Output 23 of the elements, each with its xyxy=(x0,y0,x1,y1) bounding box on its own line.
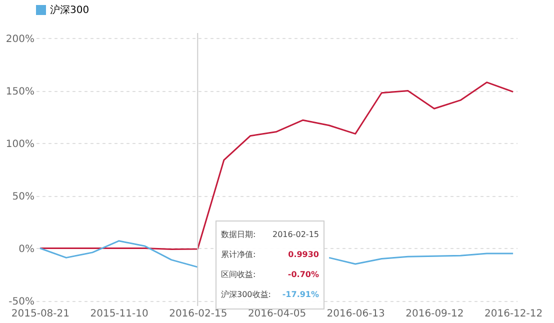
annotation: -17.91% xyxy=(282,290,319,299)
annotation: 数据日期: xyxy=(221,230,256,239)
x-tick-label: 2016-04-05 xyxy=(248,308,306,320)
line-series xyxy=(39,82,514,250)
x-tick-label: 2015-08-21 xyxy=(11,308,70,320)
x-tick-label: 2015-11-10 xyxy=(90,308,148,320)
y-tick-label: 50% xyxy=(12,191,34,202)
annotation: 0.9930 xyxy=(288,250,320,259)
legend-label: 沪深300 xyxy=(50,4,90,16)
x-tick-label: 2016-12-12 xyxy=(484,308,543,320)
annotation: -0.70% xyxy=(288,270,319,279)
annotation: 区间收益: xyxy=(221,270,256,279)
y-tick-label: 100% xyxy=(6,138,34,150)
x-tick-label: 2016-02-15 xyxy=(169,308,228,320)
x-tick-label: 2016-06-13 xyxy=(326,308,385,320)
y-tick-label: 0% xyxy=(18,244,34,255)
y-tick-label: 150% xyxy=(6,86,34,98)
annotation: 累计净值: xyxy=(221,250,256,259)
annotation: 沪深300收益: xyxy=(221,290,271,299)
y-tick-label: -50% xyxy=(8,296,34,308)
x-tick-label: 2016-09-12 xyxy=(406,308,464,320)
y-tick-label: 200% xyxy=(6,34,34,45)
annotation: 2016-02-15 xyxy=(272,230,319,239)
